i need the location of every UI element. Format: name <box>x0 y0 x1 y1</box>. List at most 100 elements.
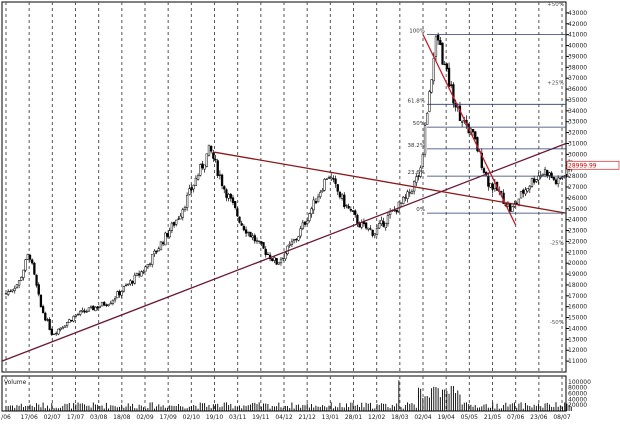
candle-body <box>120 291 123 296</box>
candle-body <box>105 304 108 306</box>
y-tick-label: 23000 <box>568 228 587 235</box>
candle-body <box>218 174 222 176</box>
y-tick-label: 32000 <box>568 130 587 137</box>
candle-body <box>214 158 217 160</box>
x-tick-label: 02/10 <box>183 414 200 421</box>
candle-body <box>247 231 250 234</box>
fib-level-label: 23.6% <box>408 170 425 176</box>
candle-body <box>519 191 523 199</box>
candle-body <box>312 199 315 211</box>
candle-body <box>308 213 311 221</box>
candle-body <box>74 314 77 317</box>
candle-body <box>271 258 274 261</box>
candle-body <box>116 291 119 299</box>
candle-body <box>179 215 182 220</box>
candle-body <box>460 121 464 123</box>
candle-body <box>85 311 88 313</box>
candle-body <box>225 189 228 198</box>
candle-body <box>26 253 29 260</box>
candle-body <box>500 191 503 193</box>
candle-body <box>471 128 475 133</box>
candle-body <box>194 178 198 186</box>
candle-body <box>70 320 73 322</box>
y-tick-label: 27000 <box>568 184 587 191</box>
candle-body <box>175 219 178 225</box>
candle-body <box>264 248 267 255</box>
y-tick-label: 26000 <box>568 195 587 202</box>
candle-body <box>220 174 224 186</box>
y-tick-label: 16000 <box>568 304 587 311</box>
candle-body <box>96 306 99 309</box>
percent-marker: +50% <box>547 2 564 8</box>
candle-body <box>48 319 51 330</box>
candle-body <box>262 242 265 249</box>
candle-body <box>417 175 420 177</box>
candle-body <box>255 240 259 242</box>
y-tick-label: 40000 <box>568 43 587 50</box>
candle-body <box>325 178 328 180</box>
y-tick-label: 33000 <box>568 119 587 126</box>
trendline-decline <box>422 34 517 226</box>
candle-body <box>314 201 318 204</box>
y-tick-label: 19000 <box>568 271 587 278</box>
candle-body <box>524 189 527 195</box>
candle-body <box>439 40 442 45</box>
candle-body <box>57 328 60 335</box>
candle-body <box>338 191 342 198</box>
candle-body <box>380 220 383 224</box>
candle-body <box>55 333 58 335</box>
candle-body <box>17 280 21 286</box>
candle-body <box>436 34 440 41</box>
y-tick-label: 24000 <box>568 217 587 224</box>
fib-level-label: 38.2% <box>408 143 425 149</box>
volume-tick-label: 40000 <box>568 396 587 403</box>
candle-body <box>103 302 106 306</box>
candle-body <box>129 280 132 285</box>
y-tick-label: 11000 <box>568 358 587 365</box>
candle-body <box>517 198 521 205</box>
candle-body <box>98 305 101 308</box>
candle-body <box>284 252 287 260</box>
candle-body <box>426 113 429 125</box>
x-tick-label: 02/04 <box>414 414 431 421</box>
candle-body <box>28 254 32 260</box>
candle-body <box>526 188 529 192</box>
x-tick-label: 21/12 <box>299 414 316 421</box>
candle-body <box>319 192 322 197</box>
candle-body <box>159 241 163 251</box>
y-tick-label: 17000 <box>568 293 587 300</box>
candle-body <box>157 248 160 252</box>
x-tick-label: 19/10 <box>206 414 223 421</box>
candle-body <box>4 293 8 295</box>
candle-body <box>530 178 534 187</box>
candle-body <box>301 222 304 229</box>
x-tick-label: 03/11 <box>229 414 246 421</box>
candle-body <box>277 262 280 265</box>
y-tick-label: 39000 <box>568 53 587 60</box>
candle-body <box>242 226 246 231</box>
candle-body <box>421 154 425 167</box>
candle-body <box>552 177 555 180</box>
candle-body <box>79 310 82 315</box>
x-tick-label: 21/05 <box>484 414 501 421</box>
candle-body <box>295 239 298 241</box>
x-tick-label: 05/05 <box>461 414 478 421</box>
x-tick-label: 02/09 <box>136 414 153 421</box>
x-tick-label: 03/08 <box>90 414 107 421</box>
candle-body <box>81 309 84 312</box>
x-tick-label: 19/04 <box>438 414 455 421</box>
candle-body <box>375 227 379 235</box>
candle-body <box>480 152 483 168</box>
candle-body <box>234 201 237 208</box>
x-tick-label: 17/09 <box>160 414 177 421</box>
candle-body <box>543 169 547 175</box>
candle-body <box>207 144 211 156</box>
candle-body <box>44 312 47 321</box>
volume-bars <box>5 380 572 411</box>
candle-body <box>351 210 355 212</box>
candle-body <box>428 91 431 112</box>
trendline-resistance <box>214 151 567 214</box>
candle-body <box>399 202 403 204</box>
candle-body <box>50 329 53 335</box>
candle-body <box>177 218 180 220</box>
